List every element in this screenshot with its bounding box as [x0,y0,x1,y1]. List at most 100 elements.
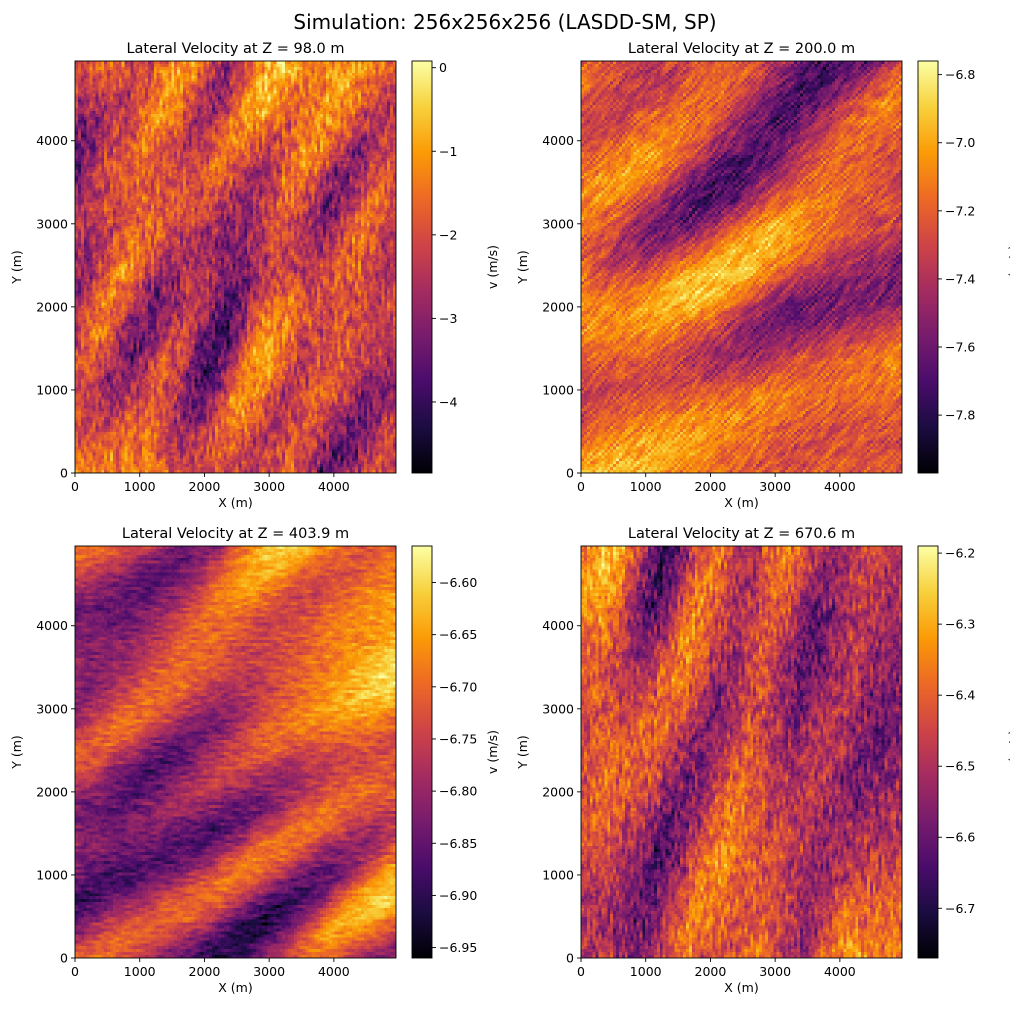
y-tick-label: 4000 [36,618,68,633]
colorbar-gradient [918,61,938,473]
colorbar: −6.2 −6.3 −6.4 −6.5 −6.6 −6.7 v (m/s) [917,545,1010,959]
colorbar-frame [411,545,433,959]
colorbar-tick-label: −6.60 [439,575,477,590]
colorbar-tick-label: −7.0 [945,135,975,150]
colorbar-tick-label: −6.65 [439,627,477,642]
y-tick-label: 1000 [542,382,574,397]
x-tick-label: 2000 [189,479,221,494]
colorbar-label: v (m/s) [1006,730,1010,774]
y-axis-label: Y (m) [515,250,530,285]
colorbar-label: v (m/s) [1006,245,1010,289]
colorbar-tick-label: −7.2 [945,203,975,218]
colorbar-tick-label: −6.70 [439,679,477,694]
colorbar-tick-label: −6.3 [945,617,975,632]
colorbar-label: v (m/s) [485,245,500,289]
heatmap-panel-4: Lateral Velocity at Z = 670.6 m 0 1000 2000… [515,526,1010,995]
chart-title: Lateral Velocity at Z = 200.0 m [628,41,855,57]
x-tick-label: 4000 [318,964,350,979]
colorbar-tick-label: −7.8 [945,408,975,423]
x-axis-label: X (m) [724,980,758,995]
heatmap-panel-1: Lateral Velocity at Z = 98.0 m 0 1000 2000 3… [9,41,500,510]
y-tick-label: 1000 [542,867,574,882]
colorbar-tick-label: −1 [439,144,457,159]
colorbar-tick-label: −6.80 [439,784,477,799]
x-tick-label: 0 [71,964,79,979]
colorbar-tick-label: 0 [439,60,447,75]
x-tick-label: 1000 [124,964,156,979]
y-tick-label: 4000 [542,133,574,148]
y-tick-label: 2000 [542,784,574,799]
x-tick-label: 4000 [824,479,856,494]
y-tick-label: 1000 [36,867,68,882]
figure-suptitle: Simulation: 256x256x256 (LASDD-SM, SP) [293,10,716,34]
heatmap-image [75,546,396,958]
x-tick-label: 3000 [759,964,791,979]
x-tick-label: 3000 [253,964,285,979]
y-axis-label: Y (m) [515,735,530,770]
colorbar-gradient [918,546,938,958]
colorbar-tick-label: −6.2 [945,546,975,561]
x-tick-label: 2000 [695,964,727,979]
y-tick-label: 3000 [36,216,68,231]
y-tick-label: 3000 [542,701,574,716]
y-tick-label: 2000 [36,299,68,314]
y-tick-label: 2000 [36,784,68,799]
y-tick-label: 4000 [36,133,68,148]
y-tick-label: 4000 [542,618,574,633]
colorbar-frame [411,60,433,474]
x-tick-label: 1000 [630,479,662,494]
axes-frame [74,545,397,959]
colorbar-tick-label: −6.75 [439,731,477,746]
colorbar-frame [917,60,939,474]
colorbar-gradient [412,61,432,473]
y-tick-label: 3000 [542,216,574,231]
colorbar-frame [917,545,939,959]
axes-frame [580,545,903,959]
chart-title: Lateral Velocity at Z = 670.6 m [628,526,855,542]
x-tick-label: 0 [71,479,79,494]
colorbar-tick-label: −6.8 [945,67,975,82]
colorbar-gradient [412,546,432,958]
colorbar-tick-label: −6.95 [439,940,477,955]
x-tick-label: 3000 [253,479,285,494]
heatmap-image [581,61,902,473]
x-tick-label: 2000 [189,964,221,979]
x-axis-label: X (m) [724,495,758,510]
y-tick-label: 0 [566,951,574,966]
colorbar-tick-label: −6.4 [945,688,975,703]
axes-frame [74,60,397,474]
chart-title: Lateral Velocity at Z = 403.9 m [122,526,349,542]
colorbar: −6.8 −7.0 −7.2 −7.4 −7.6 −7.8 v (m/s) [917,60,1010,474]
colorbar-tick-label: −6.90 [439,888,477,903]
colorbar-tick-label: −7.4 [945,271,975,286]
x-axis-label: X (m) [218,980,252,995]
colorbar-label: v (m/s) [485,730,500,774]
chart-title: Lateral Velocity at Z = 98.0 m [126,41,344,57]
heatmap-panel-3: Lateral Velocity at Z = 403.9 m 0 1000 2000… [9,526,500,995]
axes-frame [580,60,903,474]
colorbar-tick-label: −6.5 [945,759,975,774]
colorbar-tick-label: −6.85 [439,836,477,851]
colorbar-tick-label: −6.6 [945,830,975,845]
y-tick-label: 0 [566,466,574,481]
colorbar-tick-label: −6.7 [945,901,975,916]
x-tick-label: 4000 [824,964,856,979]
y-tick-label: 2000 [542,299,574,314]
y-tick-label: 1000 [36,382,68,397]
x-tick-label: 1000 [630,964,662,979]
colorbar: −6.60 −6.65 −6.70 −6.75 −6.80 −6.85 −6.90 −6.95… [411,545,500,959]
colorbar-tick-label: −4 [439,394,457,409]
colorbar-tick-label: −7.6 [945,340,975,355]
y-axis-label: Y (m) [9,735,24,770]
y-tick-label: 0 [60,466,68,481]
y-tick-label: 3000 [36,701,68,716]
x-tick-label: 2000 [695,479,727,494]
heatmap-panel-2: Lateral Velocity at Z = 200.0 m 0 1000 2000… [515,41,1010,510]
x-tick-label: 1000 [124,479,156,494]
colorbar-tick-label: −2 [439,227,457,242]
x-tick-label: 4000 [318,479,350,494]
colorbar-tick-label: −3 [439,311,457,326]
x-tick-label: 3000 [759,479,791,494]
y-axis-label: Y (m) [9,250,24,285]
